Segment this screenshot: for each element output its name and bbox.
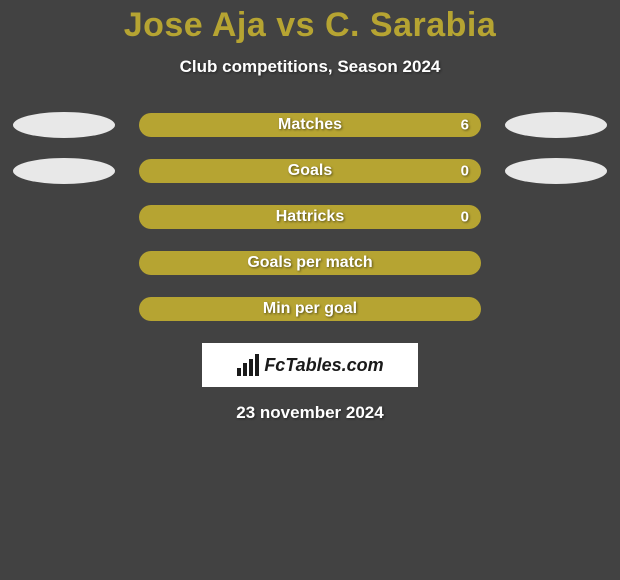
stat-row: Matches 6: [0, 113, 620, 137]
right-ellipse: [505, 112, 607, 138]
page-title: Jose Aja vs C. Sarabia: [0, 6, 620, 45]
stat-row: Goals 0: [0, 159, 620, 183]
fctables-logo: FcTables.com: [202, 343, 418, 387]
comparison-infographic: Jose Aja vs C. Sarabia Club competitions…: [0, 0, 620, 423]
stat-value: 0: [461, 209, 469, 226]
stat-value: 0: [461, 163, 469, 180]
bar-chart-icon: [236, 354, 260, 376]
stat-label: Matches: [278, 116, 342, 134]
stat-bar: Matches 6: [139, 113, 481, 137]
stat-bar: Goals per match: [139, 251, 481, 275]
stat-label: Min per goal: [263, 300, 357, 318]
date: 23 november 2024: [0, 403, 620, 423]
stat-rows: Matches 6 Goals 0 Hattricks 0 Goals per match M…: [0, 113, 620, 321]
stat-value: 6: [461, 117, 469, 134]
logo-text: FcTables.com: [264, 355, 383, 376]
left-ellipse: [13, 158, 115, 184]
stat-bar: Hattricks 0: [139, 205, 481, 229]
stat-row: Goals per match: [0, 251, 620, 275]
stat-row: Hattricks 0: [0, 205, 620, 229]
right-ellipse: [505, 158, 607, 184]
stat-bar: Goals 0: [139, 159, 481, 183]
left-ellipse: [13, 112, 115, 138]
stat-label: Hattricks: [276, 208, 344, 226]
stat-row: Min per goal: [0, 297, 620, 321]
stat-label: Goals per match: [247, 254, 372, 272]
subtitle: Club competitions, Season 2024: [0, 57, 620, 77]
stat-bar: Min per goal: [139, 297, 481, 321]
stat-label: Goals: [288, 162, 332, 180]
